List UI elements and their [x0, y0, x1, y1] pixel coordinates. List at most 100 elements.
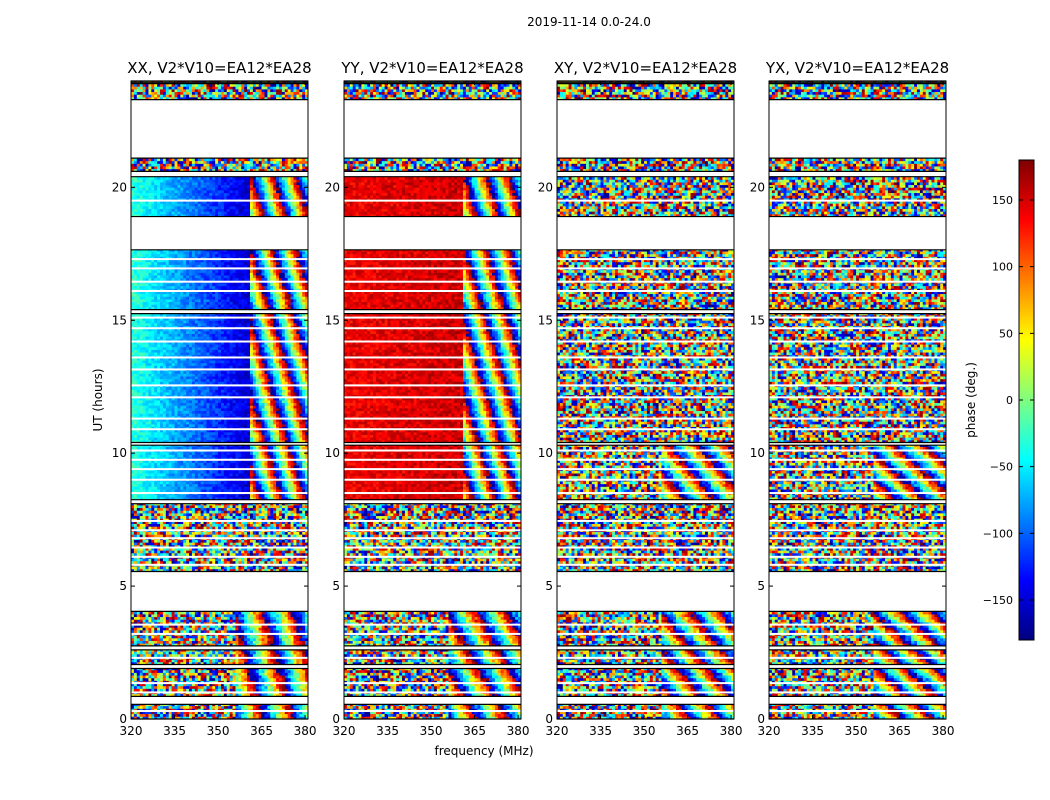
heatmap-cell: [151, 672, 154, 675]
heatmap-cell: [204, 532, 207, 535]
heatmap-cell: [166, 550, 169, 553]
heatmap-cell: [157, 542, 160, 545]
heatmap-cell: [262, 550, 265, 553]
heatmap-cell: [154, 619, 157, 622]
heatmap-cell: [247, 532, 250, 535]
heatmap-cell: [204, 561, 207, 564]
heatmap-cell: [204, 627, 207, 630]
heatmap-cell: [206, 614, 209, 617]
heatmap-cell: [279, 619, 282, 622]
heatmap-cell: [140, 714, 143, 717]
heatmap-cell: [218, 630, 221, 633]
heatmap-cell: [233, 706, 236, 709]
heatmap-cell: [244, 534, 247, 537]
heatmap-cell: [151, 553, 154, 556]
heatmap-cell: [235, 561, 238, 564]
heatmap-cell: [264, 510, 267, 513]
heatmap-cell: [259, 619, 262, 622]
heatmap-cell: [288, 550, 291, 553]
heatmap-cell: [212, 513, 215, 516]
heatmap-cell: [143, 627, 146, 630]
heatmap-cell: [247, 550, 250, 553]
heatmap-cell: [244, 524, 247, 527]
heatmap-cell: [264, 670, 267, 673]
heatmap-cell: [218, 524, 221, 527]
heatmap-cell: [282, 635, 285, 638]
heatmap-cell: [177, 688, 180, 691]
heatmap-cell: [195, 630, 198, 633]
heatmap-cell: [238, 672, 241, 675]
heatmap-cell: [250, 651, 253, 654]
heatmap-cell: [273, 532, 276, 535]
heatmap-cell: [177, 617, 180, 620]
heatmap-cell: [279, 675, 282, 678]
heatmap-cell: [189, 627, 192, 630]
heatmap-cell: [140, 508, 143, 511]
heatmap-cell: [253, 706, 256, 709]
heatmap-cell: [247, 553, 250, 556]
heatmap-cell: [148, 561, 151, 564]
heatmap-cell: [166, 654, 169, 657]
heatmap-cell: [192, 672, 195, 675]
heatmap-cell: [276, 558, 279, 561]
heatmap-cell: [160, 638, 163, 641]
heatmap-cell: [189, 617, 192, 620]
heatmap-cell: [206, 714, 209, 717]
heatmap-cell: [285, 670, 288, 673]
heatmap-cell: [259, 678, 262, 681]
heatmap-cell: [175, 675, 178, 678]
heatmap-cell: [235, 688, 238, 691]
heatmap-cell: [206, 688, 209, 691]
heatmap-cell: [299, 513, 302, 516]
heatmap-cell: [276, 532, 279, 535]
heatmap-cell: [183, 651, 186, 654]
heatmap-cell: [241, 654, 244, 657]
heatmap-cell: [177, 672, 180, 675]
heatmap-cell: [235, 641, 238, 644]
heatmap-cell: [212, 505, 215, 508]
heatmap-cell: [180, 635, 183, 638]
heatmap-cell: [253, 635, 256, 638]
heatmap-cell: [253, 627, 256, 630]
heatmap-cell: [206, 508, 209, 511]
heatmap-cell: [296, 505, 299, 508]
heatmap-cell: [241, 688, 244, 691]
heatmap-cell: [201, 540, 204, 543]
heatmap-cell: [148, 654, 151, 657]
heatmap-cell: [198, 566, 201, 569]
heatmap-cell: [299, 540, 302, 543]
heatmap-cell: [169, 659, 172, 662]
heatmap-cell: [198, 706, 201, 709]
heatmap-cell: [233, 630, 236, 633]
heatmap-cell: [270, 714, 273, 717]
heatmap-cell: [230, 558, 233, 561]
heatmap-cell: [250, 672, 253, 675]
heatmap-cell: [198, 508, 201, 511]
heatmap-cell: [279, 678, 282, 681]
heatmap-cell: [134, 532, 137, 535]
heatmap-cell: [137, 619, 140, 622]
heatmap-cell: [230, 688, 233, 691]
heatmap-cell: [175, 678, 178, 681]
heatmap-cell: [288, 678, 291, 681]
heatmap-cell: [224, 617, 227, 620]
heatmap-cell: [276, 641, 279, 644]
heatmap-cell: [137, 510, 140, 513]
heatmap-cell: [270, 508, 273, 511]
heatmap-cell: [157, 627, 160, 630]
heatmap-cell: [230, 672, 233, 675]
heatmap-cell: [186, 706, 189, 709]
heatmap-cell: [302, 524, 305, 527]
heatmap-cell: [195, 654, 198, 657]
heatmap-cell: [238, 678, 241, 681]
heatmap-cell: [151, 524, 154, 527]
heatmap-cell: [238, 558, 241, 561]
heatmap-cell: [143, 672, 146, 675]
heatmap-cell: [259, 651, 262, 654]
heatmap-cell: [175, 688, 178, 691]
heatmap-cell: [195, 678, 198, 681]
heatmap-cell: [146, 659, 149, 662]
heatmap-cell: [201, 675, 204, 678]
heatmap-cell: [241, 651, 244, 654]
heatmap-cell: [233, 508, 236, 511]
